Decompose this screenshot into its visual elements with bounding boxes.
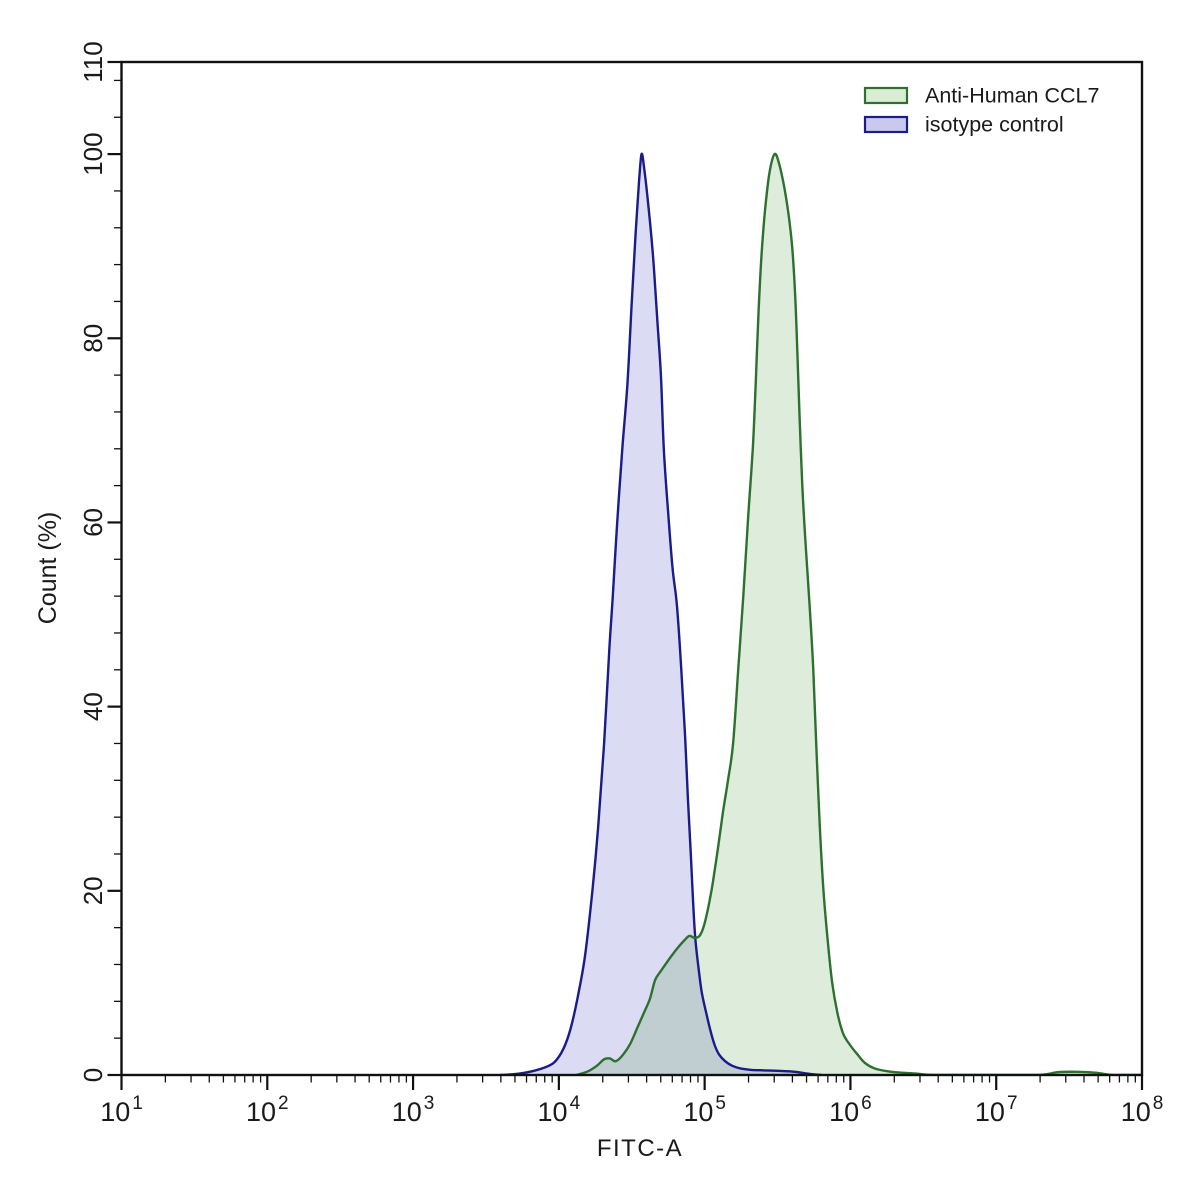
legend-item-isotype-control: isotype control — [863, 113, 1064, 137]
series-line-anti-human-ccl7 — [575, 152, 1142, 1075]
y-tick-label: 60 — [78, 508, 108, 537]
legend-swatch-isotype-control — [863, 115, 909, 134]
y-tick-label: 20 — [78, 876, 108, 905]
x-axis-tick-labels: 10 1 10 2 10 3 10 4 10 5 10 6 10 7 10 8 — [100, 1093, 1163, 1127]
x-tick-label: 10 5 — [683, 1093, 726, 1127]
x-tick-label: 10 2 — [246, 1093, 289, 1127]
y-tick-label: 100 — [78, 132, 108, 175]
legend-swatch-anti-human-ccl7 — [863, 86, 909, 105]
y-axis-tick-labels: 0 20 40 60 80 100 110 — [78, 41, 108, 1082]
legend-label: isotype control — [925, 113, 1064, 137]
series-fill-isotype-control — [500, 153, 822, 1075]
curve-lines — [499, 152, 1142, 1075]
curve-fills — [500, 153, 1142, 1075]
series-line-isotype-control — [499, 152, 823, 1075]
legend-item-anti-human-ccl7: Anti-Human CCL7 — [863, 84, 1099, 108]
x-tick-label: 10 1 — [100, 1093, 143, 1127]
plot-border — [120, 60, 1144, 1077]
y-axis-title: Count (%) — [34, 512, 62, 625]
x-axis-ticks — [120, 1075, 1144, 1090]
x-tick-label: 10 6 — [829, 1093, 872, 1127]
x-tick-label: 10 7 — [975, 1093, 1018, 1127]
legend: Anti-Human CCL7 isotype control — [863, 84, 1099, 137]
y-tick-label: 0 — [78, 1068, 108, 1082]
x-tick-label: 10 8 — [1121, 1093, 1164, 1127]
y-axis-ticks — [107, 60, 122, 1077]
y-tick-label: 110 — [78, 41, 108, 82]
y-tick-label: 80 — [78, 324, 108, 353]
x-tick-label: 10 3 — [392, 1093, 435, 1127]
x-axis-title: FITC-A — [597, 1135, 683, 1162]
x-tick-label: 10 4 — [538, 1093, 581, 1127]
legend-label: Anti-Human CCL7 — [925, 84, 1099, 108]
y-tick-label: 40 — [78, 692, 108, 721]
